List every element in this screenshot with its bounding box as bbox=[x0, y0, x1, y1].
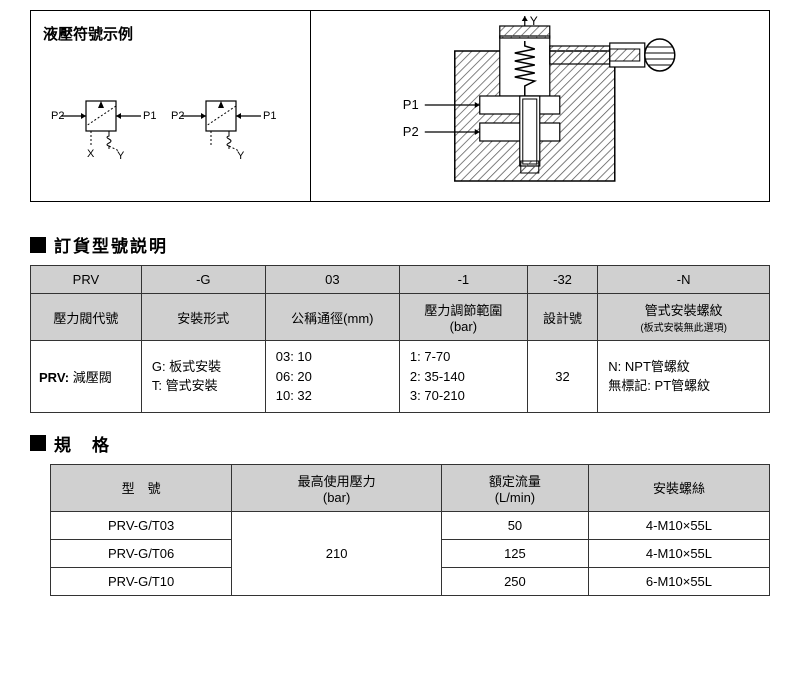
cell: G: 板式安裝 T: 管式安裝 bbox=[141, 341, 265, 413]
svg-text:P1: P1 bbox=[143, 110, 156, 122]
cell: 32 bbox=[527, 341, 598, 413]
svg-text:P1: P1 bbox=[403, 97, 419, 112]
cell: 公稱通徑(mm) bbox=[265, 294, 399, 341]
table-row: 型 號 最高使用壓力 (bar) 額定流量 (L/min) 安裝螺絲 bbox=[51, 464, 770, 511]
cell: PRV-G/T03 bbox=[51, 511, 232, 539]
cell: PRV bbox=[31, 266, 142, 294]
cell: 03 bbox=[265, 266, 399, 294]
cell: 210 bbox=[232, 511, 442, 595]
panel-title: 液壓符號示例 bbox=[43, 23, 298, 44]
cell: 50 bbox=[441, 511, 588, 539]
svg-text:P2: P2 bbox=[51, 110, 64, 122]
cell: 設計號 bbox=[527, 294, 598, 341]
cell: 4-M10×55L bbox=[588, 539, 769, 567]
valve-cross-section: Y P1 P2 bbox=[311, 11, 769, 201]
table-row: PRV -G 03 -1 -32 -N bbox=[31, 266, 770, 294]
cell: 最高使用壓力 (bar) bbox=[232, 464, 442, 511]
table-row: PRV: 減壓閥 G: 板式安裝 T: 管式安裝 03: 10 06: 20 1… bbox=[31, 341, 770, 413]
hydraulic-symbol-2: P2 P1 Y bbox=[171, 91, 271, 161]
cell: 額定流量 (L/min) bbox=[441, 464, 588, 511]
cell: 安裝螺絲 bbox=[588, 464, 769, 511]
cell: 250 bbox=[441, 567, 588, 595]
model-code-table: PRV -G 03 -1 -32 -N 壓力閥代號 安裝形式 公稱通徑(mm) … bbox=[30, 265, 770, 413]
hydraulic-symbol-1: P2 P1 X Y bbox=[51, 91, 151, 161]
top-panels: 液壓符號示例 P2 P1 X Y bbox=[30, 10, 770, 202]
table-row: 壓力閥代號 安裝形式 公稱通徑(mm) 壓力調節範圍 (bar) 設計號 管式安… bbox=[31, 294, 770, 341]
svg-text:X: X bbox=[87, 148, 95, 160]
cell: N: NPT管螺紋 無標記: PT管螺紋 bbox=[598, 341, 770, 413]
svg-text:P2: P2 bbox=[403, 124, 419, 139]
cell: PRV: 減壓閥 bbox=[31, 341, 142, 413]
svg-text:Y: Y bbox=[117, 150, 125, 162]
cell: 壓力閥代號 bbox=[31, 294, 142, 341]
table-row: PRV-G/T03 210 50 4-M10×55L bbox=[51, 511, 770, 539]
svg-text:Y: Y bbox=[530, 14, 538, 28]
cell: -32 bbox=[527, 266, 598, 294]
cell: 125 bbox=[441, 539, 588, 567]
svg-text:P2: P2 bbox=[171, 110, 184, 122]
symbol-panel: 液壓符號示例 P2 P1 X Y bbox=[31, 11, 311, 201]
cell: 4-M10×55L bbox=[588, 511, 769, 539]
section-header-model: 訂貨型號説明 bbox=[30, 232, 770, 257]
cell: 型 號 bbox=[51, 464, 232, 511]
cell: 安裝形式 bbox=[141, 294, 265, 341]
cell: 管式安裝螺紋 (板式安裝無此選項) bbox=[598, 294, 770, 341]
cell: 6-M10×55L bbox=[588, 567, 769, 595]
symbol-group: P2 P1 X Y P bbox=[51, 91, 271, 161]
cell: PRV-G/T06 bbox=[51, 539, 232, 567]
spec-table: 型 號 最高使用壓力 (bar) 額定流量 (L/min) 安裝螺絲 PRV-G… bbox=[50, 464, 770, 596]
svg-text:Y: Y bbox=[237, 150, 245, 162]
cell: 壓力調節範圍 (bar) bbox=[399, 294, 527, 341]
svg-text:P1: P1 bbox=[263, 110, 276, 122]
section-header-spec: 規 格 bbox=[30, 431, 770, 456]
section-title: 規 格 bbox=[54, 431, 111, 456]
cell: 03: 10 06: 20 10: 32 bbox=[265, 341, 399, 413]
cell: -G bbox=[141, 266, 265, 294]
cell: -1 bbox=[399, 266, 527, 294]
cross-section-panel: Y P1 P2 bbox=[311, 11, 769, 201]
section-marker-icon bbox=[30, 237, 46, 253]
cell: -N bbox=[598, 266, 770, 294]
cell: 1: 7-70 2: 35-140 3: 70-210 bbox=[399, 341, 527, 413]
section-marker-icon bbox=[30, 435, 46, 451]
cell: PRV-G/T10 bbox=[51, 567, 232, 595]
section-title: 訂貨型號説明 bbox=[54, 232, 168, 257]
